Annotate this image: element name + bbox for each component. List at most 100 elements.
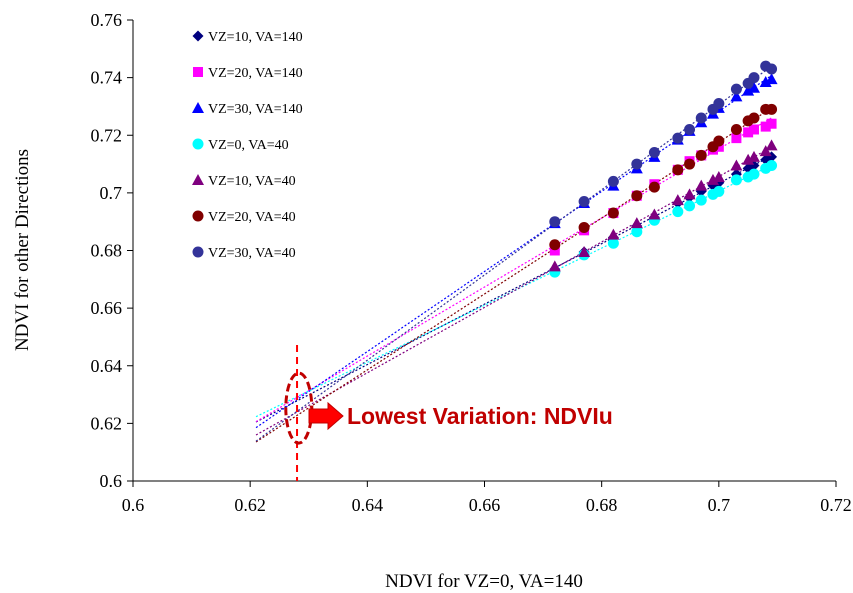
data-point [684, 123, 696, 135]
data-point [672, 164, 684, 176]
x-tick-label: 0.6 [122, 495, 145, 515]
legend-marker [193, 67, 203, 77]
data-point [578, 245, 591, 257]
data-point [549, 239, 561, 251]
x-tick-label: 0.7 [708, 495, 731, 515]
legend: VZ=10, VA=140 VZ=20, VA=140 VZ=30, VA=140 V… [192, 30, 303, 261]
data-point [695, 149, 707, 161]
legend-label: VZ=20, VA=40 [208, 210, 296, 225]
highlight-ellipse [284, 371, 314, 445]
data-point [766, 118, 777, 129]
annotation-group: Lowest Variation: NDVIu [284, 345, 613, 481]
legend-item: VZ=20, VA=40 [192, 210, 296, 225]
data-point [549, 216, 561, 228]
data-point [695, 179, 708, 191]
data-point [683, 188, 696, 200]
legend-label: VZ=30, VA=140 [208, 102, 303, 117]
annotation-text: Lowest Variation: NDVIu [347, 403, 613, 429]
data-point [713, 135, 725, 147]
legend-item: VZ=0, VA=40 [192, 138, 289, 153]
data-point [695, 112, 707, 124]
data-point [684, 158, 696, 170]
data-point [578, 196, 590, 208]
data-point [713, 98, 725, 110]
legend-item: VZ=30, VA=40 [192, 246, 296, 261]
data-point [748, 112, 760, 124]
data-point [759, 75, 772, 87]
legend-label: VZ=20, VA=140 [208, 66, 303, 81]
y-tick-label: 0.6 [100, 471, 123, 491]
y-tick-label: 0.72 [91, 125, 123, 145]
axes: 0.6 0.62 0.64 0.66 0.68 0.7 0.72 0.74 0.76 0.6 0.6… [91, 10, 852, 515]
data-point [578, 221, 590, 233]
x-axis-label: NDVI for VZ=0, VA=140 [385, 571, 583, 592]
data-point [695, 194, 707, 206]
x-tick-label: 0.62 [234, 495, 266, 515]
data-point [742, 153, 755, 165]
legend-marker [192, 210, 204, 222]
data-point [648, 147, 660, 159]
legend-item: VZ=10, VA=140 [192, 30, 303, 45]
data-point [766, 160, 778, 172]
legend-label: VZ=0, VA=40 [208, 138, 289, 153]
legend-marker [192, 102, 204, 113]
legend-item: VZ=20, VA=140 [193, 66, 303, 81]
data-point [743, 127, 754, 138]
trendline-6 [255, 65, 772, 442]
y-tick-label: 0.76 [91, 10, 123, 30]
data-point [671, 194, 684, 206]
data-point [712, 171, 725, 183]
data-point [713, 141, 724, 152]
data-point [730, 159, 743, 171]
data-point [730, 90, 743, 102]
y-axis-label: NDVI for other Directions [12, 149, 33, 351]
y-tick-label: 0.62 [91, 413, 123, 433]
y-tick-label: 0.64 [91, 356, 123, 376]
x-tick-label: 0.66 [469, 495, 501, 515]
data-point [747, 150, 760, 162]
trendlines [255, 65, 772, 443]
data-point [672, 206, 684, 218]
y-tick-label: 0.74 [91, 68, 123, 88]
data-point [748, 168, 760, 180]
legend-marker [192, 30, 204, 42]
data-point [607, 228, 620, 240]
data-point [747, 81, 760, 93]
trendline-0 [255, 155, 772, 423]
y-tick-label: 0.66 [91, 298, 123, 318]
trendline-4 [255, 146, 772, 436]
legend-marker [192, 246, 204, 258]
y-tick-label: 0.7 [100, 183, 123, 203]
data-point [765, 73, 778, 85]
x-tick-label: 0.64 [352, 495, 384, 515]
data-point [631, 158, 643, 170]
legend-label: VZ=10, VA=40 [208, 174, 296, 189]
y-tick-label: 0.68 [91, 241, 123, 261]
data-point [648, 208, 661, 220]
data-point [713, 185, 725, 197]
data-point [742, 84, 755, 96]
data-point [731, 133, 742, 144]
legend-label: VZ=30, VA=40 [208, 246, 296, 261]
data-point [607, 207, 619, 219]
data-point [607, 175, 619, 187]
data-point [766, 63, 778, 75]
data-point [748, 124, 759, 135]
data-point [766, 103, 778, 115]
data-point [760, 121, 771, 132]
legend-item: VZ=10, VA=40 [192, 174, 296, 189]
data-point [730, 174, 742, 186]
legend-label: VZ=10, VA=140 [208, 30, 303, 45]
x-tick-label: 0.72 [820, 495, 852, 515]
data-point [748, 72, 760, 84]
legend-marker [192, 138, 204, 150]
arrow-icon [308, 401, 344, 431]
data-point [765, 139, 778, 151]
legend-item: VZ=30, VA=140 [192, 102, 303, 117]
data-point [607, 237, 619, 249]
data-point [706, 173, 719, 185]
data-point [759, 145, 772, 157]
data-point [684, 200, 696, 212]
data-point [631, 190, 643, 202]
